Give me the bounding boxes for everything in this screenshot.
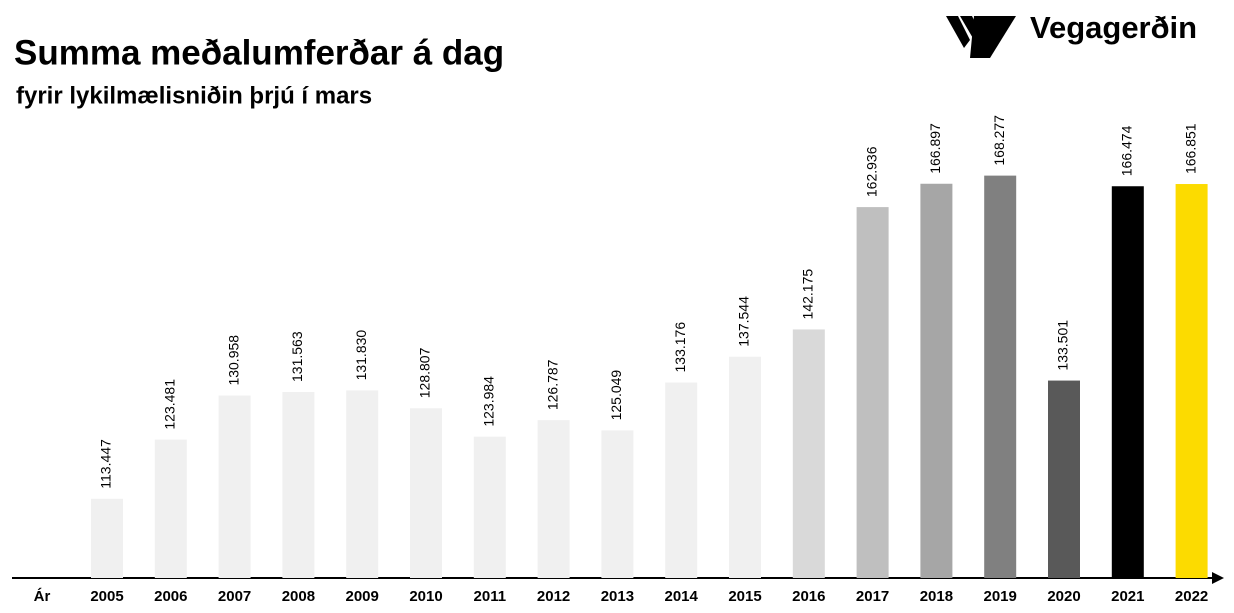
x-tick-label: 2011 [474, 588, 507, 605]
bar [410, 408, 442, 578]
value-label: 126.787 [544, 359, 560, 410]
x-tick-label: 2013 [601, 588, 634, 605]
x-tick-label: 2005 [90, 588, 123, 605]
bar [665, 382, 698, 578]
x-tick-label: 2008 [282, 588, 315, 605]
value-label: 168.277 [991, 115, 1007, 166]
value-label: 133.501 [1055, 320, 1071, 371]
x-tick-label: 2016 [792, 588, 825, 605]
bar [601, 430, 634, 578]
bar [537, 420, 570, 578]
x-tick-label: 2014 [665, 588, 699, 605]
bar [729, 356, 761, 578]
chart-title: Summa meðalumferðar á dag [14, 33, 504, 72]
value-label: 125.049 [608, 370, 624, 421]
x-tick-label: 2019 [984, 588, 1017, 605]
bar [984, 175, 1017, 578]
chart-subtitle: fyrir lykilmælisniðin þrjú í mars [16, 82, 372, 109]
value-label: 137.544 [736, 296, 752, 347]
x-tick-label: 2018 [920, 588, 953, 605]
bar [91, 498, 123, 578]
bar [154, 439, 187, 578]
bar [1175, 184, 1208, 578]
x-tick-label: 2010 [409, 588, 442, 605]
logo-icon [946, 16, 1016, 58]
value-label: 123.481 [162, 379, 178, 430]
logo-text: Vegagerðin [1030, 10, 1197, 45]
x-tick-label: 2007 [218, 588, 251, 605]
bar [1111, 186, 1144, 578]
bar [856, 207, 889, 578]
value-label: 166.897 [927, 123, 943, 174]
axis-arrow [1212, 572, 1224, 584]
bar [346, 390, 379, 578]
value-label: 162.936 [863, 146, 879, 197]
bar [792, 329, 825, 578]
value-label: 131.563 [289, 331, 305, 382]
value-label: 166.851 [1182, 123, 1198, 174]
x-tick-label: 2009 [346, 588, 379, 605]
x-tick-label: 2022 [1175, 588, 1208, 605]
x-tick-label: 2020 [1047, 588, 1080, 605]
value-label: 123.984 [481, 376, 497, 427]
bar [218, 395, 251, 578]
value-label: 113.447 [98, 439, 114, 489]
x-tick-label: 2015 [728, 588, 761, 605]
bar [473, 436, 506, 578]
value-label: 133.176 [672, 322, 688, 373]
value-label: 166.474 [1119, 125, 1135, 176]
x-axis-label: Ár [34, 588, 51, 605]
bar [1048, 380, 1080, 578]
x-tick-label: 2012 [537, 588, 570, 605]
value-label: 130.958 [225, 335, 241, 386]
x-tick-label: 2021 [1111, 588, 1144, 605]
x-tick-label: 2017 [856, 588, 889, 605]
value-label: 142.175 [800, 269, 816, 320]
value-label: 131.830 [353, 330, 369, 381]
x-tick-label: 2006 [154, 588, 187, 605]
bar [282, 391, 315, 578]
bar [920, 183, 953, 579]
value-label: 128.807 [417, 347, 433, 398]
